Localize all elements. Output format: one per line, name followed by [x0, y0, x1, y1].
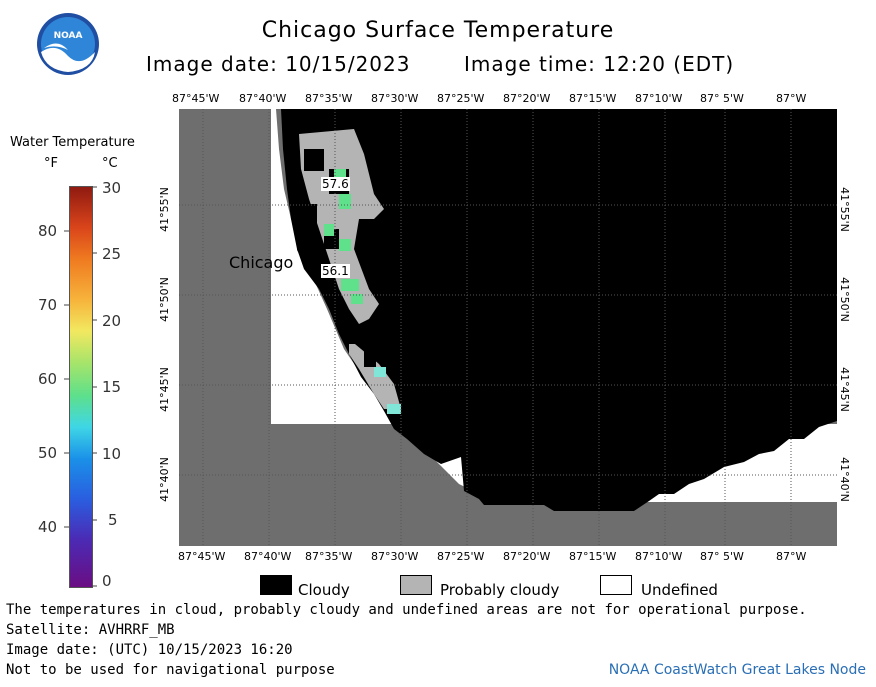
unit-celsius: °C [102, 156, 118, 171]
lon-label-top: 87° 5'W [700, 92, 744, 105]
svg-text:NOAA: NOAA [54, 31, 83, 41]
c-tick: 0 [102, 572, 112, 590]
lat-label-left: 41°55'N [157, 187, 171, 232]
legend-label-cloudy: Cloudy [298, 581, 350, 599]
map [179, 109, 837, 546]
footer-satellite: Satellite: AVHRRF_MB [6, 622, 175, 638]
legend-swatch-probably-cloudy [400, 575, 432, 595]
colorbar-ticks [64, 186, 97, 587]
legend-swatch-cloudy [260, 575, 292, 595]
lat-label-left: 41°40'N [157, 457, 171, 502]
temp-reading: 57.6 [321, 177, 350, 191]
lon-label-bottom: 87°30'W [371, 550, 419, 563]
noaa-logo: NOAA [37, 13, 99, 75]
lon-label-bottom: 87°10'W [635, 550, 683, 563]
image-time: Image time: 12:20 (EDT) [464, 52, 735, 76]
footer-node-credit: NOAA CoastWatch Great Lakes Node [608, 662, 866, 678]
lat-label-left: 41°45'N [157, 367, 171, 412]
f-tick: 60 [38, 370, 58, 388]
f-tick: 70 [38, 296, 58, 314]
lon-label-top: 87°20'W [503, 92, 551, 105]
c-tick: 30 [102, 179, 122, 197]
city-label: Chicago [229, 253, 294, 272]
c-tick: 15 [102, 378, 122, 396]
lon-label-top: 87°10'W [635, 92, 683, 105]
footer-utc-date: Image date: (UTC) 10/15/2023 16:20 [6, 642, 293, 658]
lon-label-top: 87°W [776, 92, 807, 105]
cloudy-area [281, 109, 837, 511]
legend-label-undefined: Undefined [641, 581, 718, 599]
lat-label-right: 41°40'N [837, 457, 851, 502]
c-tick: 10 [102, 445, 122, 463]
c-tick: 25 [102, 245, 122, 263]
lon-label-bottom: 87°45'W [178, 550, 226, 563]
lon-label-top: 87°15'W [569, 92, 617, 105]
lat-label-right: 41°50'N [837, 277, 851, 322]
f-tick: 40 [38, 518, 58, 536]
lon-label-bottom: 87°25'W [437, 550, 485, 563]
lon-label-top: 87°40'W [239, 92, 287, 105]
c-tick: 5 [108, 511, 118, 529]
temp-reading: 56.1 [321, 264, 350, 278]
chicago-marker [297, 245, 305, 253]
page-title: Chicago Surface Temperature [261, 18, 615, 43]
lon-label-bottom: 87°15'W [569, 550, 617, 563]
lon-label-top: 87°45'W [172, 92, 220, 105]
footer-disclaimer: The temperatures in cloud, probably clou… [6, 602, 807, 618]
lon-label-bottom: 87°20'W [503, 550, 551, 563]
footer-navigation-warning: Not to be used for navigational purpose [6, 662, 335, 678]
unit-fahrenheit: °F [44, 156, 58, 171]
undefined-area [271, 109, 837, 502]
image-date: Image date: 10/15/2023 [146, 52, 411, 76]
lat-label-right: 41°45'N [837, 367, 851, 412]
c-tick: 20 [102, 312, 122, 330]
lon-label-top: 87°30'W [371, 92, 419, 105]
lon-label-bottom: 87°40'W [244, 550, 292, 563]
lon-label-top: 87°35'W [305, 92, 353, 105]
lat-label-right: 41°55'N [837, 187, 851, 232]
colorbar [69, 186, 93, 588]
lon-label-bottom: 87°W [776, 550, 807, 563]
lat-label-left: 41°50'N [157, 277, 171, 322]
lon-label-top: 87°25'W [437, 92, 485, 105]
f-tick: 50 [38, 444, 58, 462]
legend-label-probably-cloudy: Probably cloudy [440, 581, 560, 599]
f-tick: 80 [38, 222, 58, 240]
colorbar-title: Water Temperature [10, 135, 135, 150]
legend-swatch-undefined [600, 575, 632, 595]
lon-label-bottom: 87° 5'W [700, 550, 744, 563]
lon-label-bottom: 87°35'W [305, 550, 353, 563]
